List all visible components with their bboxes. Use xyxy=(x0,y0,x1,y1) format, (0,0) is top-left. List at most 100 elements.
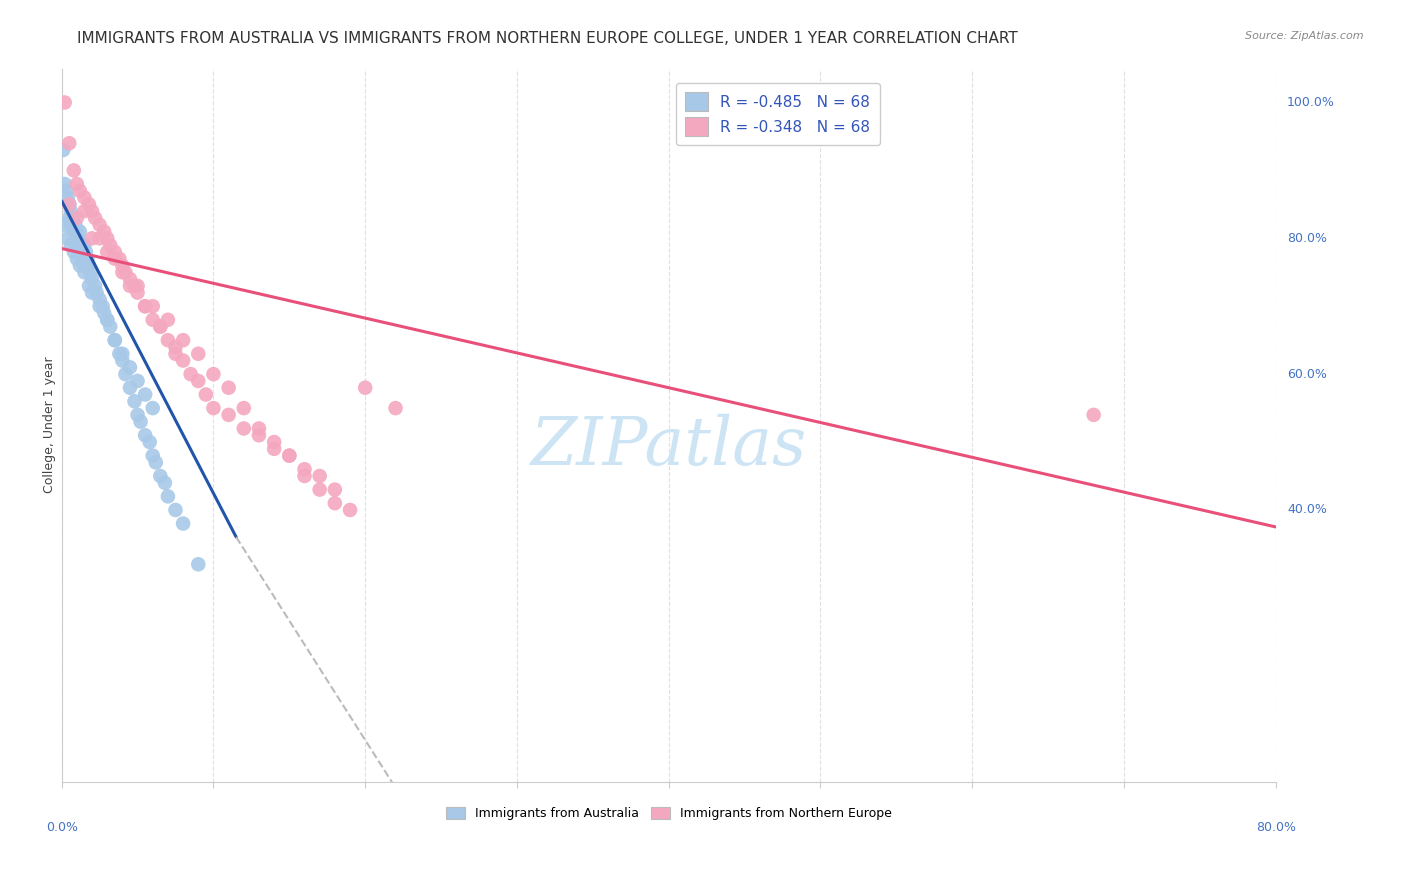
Point xyxy=(202,367,225,381)
Point xyxy=(108,252,131,266)
Point xyxy=(339,503,361,517)
Point xyxy=(65,218,87,232)
Point xyxy=(104,244,127,259)
Point xyxy=(118,381,141,395)
Point xyxy=(86,285,108,300)
Point xyxy=(294,469,316,483)
Point xyxy=(69,225,91,239)
Text: IMMIGRANTS FROM AUSTRALIA VS IMMIGRANTS FROM NORTHERN EUROPE COLLEGE, UNDER 1 YE: IMMIGRANTS FROM AUSTRALIA VS IMMIGRANTS … xyxy=(77,31,1018,46)
Text: 60.0%: 60.0% xyxy=(1286,368,1327,381)
Point xyxy=(80,285,103,300)
Point xyxy=(218,381,240,395)
Point xyxy=(114,367,136,381)
Point xyxy=(72,252,94,266)
Point xyxy=(53,95,76,110)
Point xyxy=(89,293,111,307)
Point xyxy=(278,449,301,463)
Point xyxy=(142,401,165,416)
Point xyxy=(52,143,75,157)
Point xyxy=(263,435,285,450)
Point xyxy=(66,231,89,245)
Point xyxy=(142,299,165,313)
Point xyxy=(118,278,141,293)
Point xyxy=(202,401,225,416)
Point xyxy=(93,306,115,320)
Point xyxy=(127,285,149,300)
Point xyxy=(63,225,86,239)
Point xyxy=(194,387,217,401)
Point xyxy=(55,184,77,198)
Point xyxy=(149,319,172,334)
Point xyxy=(108,347,131,361)
Point xyxy=(278,449,301,463)
Point xyxy=(218,408,240,422)
Point xyxy=(93,225,115,239)
Point xyxy=(142,449,165,463)
Point xyxy=(77,278,100,293)
Point xyxy=(172,333,194,347)
Point xyxy=(59,218,82,232)
Point xyxy=(70,244,93,259)
Point xyxy=(187,374,209,388)
Point xyxy=(172,353,194,368)
Point xyxy=(98,238,121,252)
Point xyxy=(58,197,80,211)
Point xyxy=(96,313,118,327)
Point xyxy=(156,313,179,327)
Point xyxy=(354,381,377,395)
Point xyxy=(91,299,114,313)
Point xyxy=(80,231,103,245)
Point xyxy=(79,265,101,279)
Point xyxy=(145,455,167,469)
Point xyxy=(96,244,118,259)
Point xyxy=(89,231,111,245)
Point xyxy=(77,259,100,273)
Point xyxy=(156,489,179,503)
Text: ZIPatlas: ZIPatlas xyxy=(530,414,807,479)
Point xyxy=(124,394,146,409)
Point xyxy=(73,265,96,279)
Point xyxy=(66,177,89,191)
Point xyxy=(96,313,118,327)
Point xyxy=(294,462,316,476)
Point xyxy=(156,333,179,347)
Point xyxy=(58,211,80,225)
Point xyxy=(134,299,156,313)
Point xyxy=(104,252,127,266)
Point xyxy=(232,421,254,435)
Point xyxy=(59,204,82,219)
Point xyxy=(56,190,79,204)
Point xyxy=(165,340,187,354)
Text: Source: ZipAtlas.com: Source: ZipAtlas.com xyxy=(1246,31,1364,41)
Point xyxy=(73,204,96,219)
Point xyxy=(124,278,146,293)
Point xyxy=(77,197,100,211)
Point xyxy=(127,408,149,422)
Legend: Immigrants from Australia, Immigrants from Northern Europe: Immigrants from Australia, Immigrants fr… xyxy=(441,802,897,825)
Point xyxy=(247,428,270,442)
Point xyxy=(53,218,76,232)
Point xyxy=(96,231,118,245)
Point xyxy=(58,197,80,211)
Point xyxy=(127,278,149,293)
Point xyxy=(118,360,141,375)
Point xyxy=(69,238,91,252)
Point xyxy=(58,136,80,151)
Point xyxy=(134,387,156,401)
Point xyxy=(59,238,82,252)
Point xyxy=(308,483,330,497)
Point xyxy=(75,244,97,259)
Point xyxy=(232,401,254,416)
Point xyxy=(63,163,86,178)
Point xyxy=(165,503,187,517)
Point xyxy=(384,401,406,416)
Point xyxy=(98,319,121,334)
Point xyxy=(69,259,91,273)
Point xyxy=(263,442,285,456)
Point xyxy=(73,259,96,273)
Point xyxy=(134,299,156,313)
Point xyxy=(80,204,103,219)
Point xyxy=(172,516,194,531)
Point xyxy=(80,272,103,286)
Point xyxy=(149,319,172,334)
